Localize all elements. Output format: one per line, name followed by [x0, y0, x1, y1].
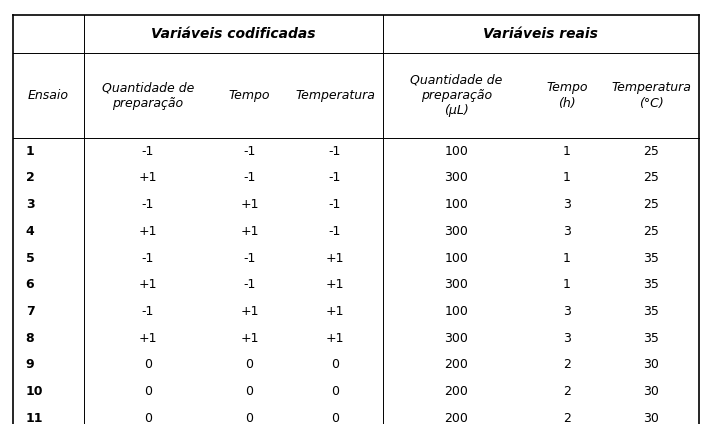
- Text: +1: +1: [139, 332, 157, 345]
- Text: 200: 200: [444, 412, 468, 424]
- Text: 7: 7: [26, 305, 34, 318]
- Text: 100: 100: [444, 198, 468, 211]
- Text: 0: 0: [246, 358, 253, 371]
- Text: Quantidade de
preparação: Quantidade de preparação: [102, 81, 194, 110]
- Text: 1: 1: [26, 145, 34, 158]
- Text: 300: 300: [444, 332, 468, 345]
- Text: +1: +1: [240, 198, 258, 211]
- Text: Temperatura
(°C): Temperatura (°C): [612, 81, 691, 110]
- Text: 0: 0: [331, 385, 339, 398]
- Text: +1: +1: [325, 305, 344, 318]
- Text: 100: 100: [444, 251, 468, 265]
- Text: 35: 35: [644, 332, 659, 345]
- Text: 30: 30: [644, 385, 659, 398]
- Text: 30: 30: [644, 358, 659, 371]
- Text: 6: 6: [26, 278, 34, 291]
- Text: 2: 2: [562, 358, 571, 371]
- Text: +1: +1: [240, 225, 258, 238]
- Text: -1: -1: [329, 145, 341, 158]
- Text: Tempo
(h): Tempo (h): [546, 81, 587, 110]
- Text: -1: -1: [329, 171, 341, 184]
- Text: 25: 25: [644, 171, 659, 184]
- Text: 1: 1: [562, 145, 571, 158]
- Text: +1: +1: [325, 332, 344, 345]
- Text: 0: 0: [246, 412, 253, 424]
- Text: +1: +1: [325, 251, 344, 265]
- Text: 2: 2: [562, 385, 571, 398]
- Text: Variáveis reais: Variáveis reais: [483, 27, 598, 41]
- Text: Temperatura: Temperatura: [295, 89, 375, 102]
- Text: 11: 11: [26, 412, 43, 424]
- Text: 3: 3: [562, 198, 571, 211]
- Text: -1: -1: [329, 225, 341, 238]
- Text: 3: 3: [562, 305, 571, 318]
- Text: 100: 100: [444, 305, 468, 318]
- Text: 2: 2: [26, 171, 34, 184]
- Text: 200: 200: [444, 385, 468, 398]
- Text: 25: 25: [644, 198, 659, 211]
- Text: 0: 0: [331, 358, 339, 371]
- Text: Ensaio: Ensaio: [28, 89, 69, 102]
- Text: 0: 0: [144, 385, 152, 398]
- Text: +1: +1: [139, 278, 157, 291]
- Text: 30: 30: [644, 412, 659, 424]
- Text: -1: -1: [244, 145, 256, 158]
- Text: 5: 5: [26, 251, 34, 265]
- Text: 9: 9: [26, 358, 34, 371]
- Text: 100: 100: [444, 145, 468, 158]
- Text: 1: 1: [562, 251, 571, 265]
- Text: 300: 300: [444, 171, 468, 184]
- Text: 25: 25: [644, 225, 659, 238]
- Text: -1: -1: [142, 145, 155, 158]
- Text: 0: 0: [331, 412, 339, 424]
- Text: 300: 300: [444, 225, 468, 238]
- Text: 0: 0: [144, 412, 152, 424]
- Text: 2: 2: [562, 412, 571, 424]
- Text: +1: +1: [240, 332, 258, 345]
- Text: 4: 4: [26, 225, 34, 238]
- Text: -1: -1: [142, 198, 155, 211]
- Text: 35: 35: [644, 278, 659, 291]
- Text: 8: 8: [26, 332, 34, 345]
- Text: -1: -1: [244, 278, 256, 291]
- Text: -1: -1: [244, 251, 256, 265]
- Text: 3: 3: [562, 225, 571, 238]
- Text: +1: +1: [325, 278, 344, 291]
- Text: -1: -1: [142, 251, 155, 265]
- Text: 1: 1: [562, 278, 571, 291]
- Text: 35: 35: [644, 251, 659, 265]
- Text: -1: -1: [329, 198, 341, 211]
- Text: +1: +1: [240, 305, 258, 318]
- Text: 3: 3: [562, 332, 571, 345]
- Text: 200: 200: [444, 358, 468, 371]
- Text: 35: 35: [644, 305, 659, 318]
- Text: 3: 3: [26, 198, 34, 211]
- Text: Tempo: Tempo: [229, 89, 270, 102]
- Text: 0: 0: [246, 385, 253, 398]
- Text: -1: -1: [244, 171, 256, 184]
- Text: 1: 1: [562, 171, 571, 184]
- Text: Variáveis codificadas: Variáveis codificadas: [151, 27, 315, 41]
- Text: 25: 25: [644, 145, 659, 158]
- Text: -1: -1: [142, 305, 155, 318]
- Text: 0: 0: [144, 358, 152, 371]
- Text: +1: +1: [139, 225, 157, 238]
- Text: Quantidade de
preparação
(μL): Quantidade de preparação (μL): [410, 73, 503, 117]
- Text: 300: 300: [444, 278, 468, 291]
- Text: +1: +1: [139, 171, 157, 184]
- Text: 10: 10: [26, 385, 43, 398]
